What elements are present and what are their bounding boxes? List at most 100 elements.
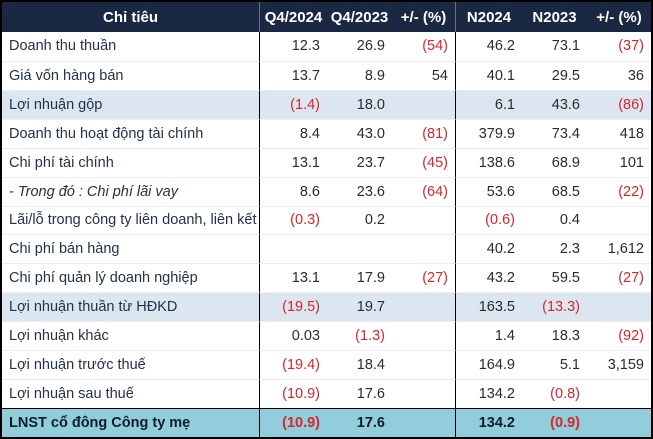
cell-value: 379.9 [456,118,522,148]
row-label: Giá vốn hàng bán [2,60,260,90]
cell-value: 43.6 [522,89,587,119]
cell-value: 134.2 [456,407,522,437]
cell-value: 13.1 [260,147,327,177]
cell-value [392,350,456,380]
cell-value: (27) [587,263,651,292]
row-label: Lợi nhuận gộp [2,89,260,119]
header-cell-2: Q4/2023 [330,8,389,26]
cell-value: 134.2 [456,379,522,408]
cell-value: 13.1 [260,263,327,292]
cell-value: (0.3) [260,205,327,235]
header-cell-0: Chỉ tiêu [2,2,260,32]
cell-value: 17.6 [327,379,392,408]
row-label: Chi phí bán hàng [2,234,260,264]
row-label: Lợi nhuận sau thuế [2,379,260,408]
cell-value: 40.1 [456,60,522,90]
table-row: Lợi nhuận trước thuế (19.4) 18.4 164.9 5.1 3,… [2,350,651,380]
cell-value [392,379,456,408]
cell-value: 68.9 [522,147,587,177]
cell-value [587,379,651,408]
cell-value: 23.7 [327,147,392,177]
cell-value: 6.1 [456,89,522,119]
cell-value [392,234,456,264]
cell-value [587,407,651,437]
header-cell-3: +/- (%) [392,2,456,32]
cell-value: 101 [587,147,651,177]
table-row: Lãi/lỗ trong công ty liên doanh, liên kế… [2,205,651,235]
cell-value: 54 [392,60,456,90]
row-label: Lãi/lỗ trong công ty liên doanh, liên kế… [2,205,260,235]
cell-value: (19.4) [260,350,327,379]
cell-value: 73.4 [522,118,587,148]
row-label: Chi phí tài chính [2,147,260,177]
cell-value: 1.4 [456,321,522,350]
cell-value: 43.2 [456,263,522,292]
cell-value: (45) [392,147,456,177]
table-row: Chi phí bán hàng 40.2 2.3 1,612 [2,234,651,264]
cell-value: 17.6 [327,407,392,437]
cell-value: (27) [392,263,456,293]
cell-value: 0.2 [327,205,392,235]
cell-value: 18.3 [522,321,587,350]
cell-value: 59.5 [522,263,587,292]
cell-value [392,205,456,235]
row-label: Lợi nhuận trước thuế [2,350,260,380]
table-row: Doanh thu hoạt động tài chính 8.4 43.0 (81)… [2,118,651,148]
cell-value: 18.0 [327,89,392,119]
cell-value: 19.7 [327,292,392,322]
table-row: Chi phí tài chính 13.1 23.7 (45) 138.6 68.9 10… [2,147,651,177]
cell-value: 0.4 [522,205,587,235]
cell-value: 12.3 [291,38,320,55]
cell-value: 163.5 [456,292,522,322]
cell-value: 36 [587,60,651,90]
cell-value: 8.4 [260,118,327,148]
cell-value [587,205,651,235]
cell-value: 29.5 [522,60,587,90]
cell-value: 53.6 [456,176,522,206]
cell-value: 40.2 [456,234,522,263]
cell-value: 8.6 [260,176,327,206]
cell-value: (86) [587,89,651,119]
cell-value: 68.5 [522,176,587,206]
cell-value: 8.9 [327,60,392,90]
header-cell-1: Q4/2024 [264,8,323,26]
cell-value [392,407,456,437]
cell-value: 46.2 [486,38,515,55]
cell-value [260,234,327,263]
table-row: - Trong đó : Chi phí lãi vay 8.6 23.6 (64) 5… [2,176,651,206]
cell-value: 18.4 [327,350,392,379]
cell-value: 3,159 [587,350,651,379]
table-row: Lợi nhuận gộp (1.4) 18.0 6.1 43.6 (86) [2,89,651,119]
row-label: - Trong đó : Chi phí lãi vay [2,176,260,206]
row-label: Lợi nhuận khác [2,321,260,351]
table-row: Lợi nhuận sau thuế (10.9) 17.6 134.2 (0.8) [2,379,651,408]
cell-value: 73.1 [551,38,580,55]
header-cell-6: +/- (%) [596,8,642,26]
cell-value: (19.5) [260,292,327,322]
table-row: Chi phí quản lý doanh nghiệp 13.1 17.9 (27)… [2,263,651,293]
cell-value: (22) [587,176,651,206]
row-label: Doanh thu hoạt động tài chính [2,118,260,148]
row-label: Doanh thu thuần [2,32,260,61]
cell-value: (10.9) [260,379,327,408]
cell-value [327,234,392,263]
cell-value [392,321,456,351]
cell-value [392,292,456,322]
cell-value: 5.1 [522,350,587,379]
cell-value: (92) [587,321,651,350]
table-row: LNST cổ đông Công ty mẹ (10.9) 17.6 134.2 (0… [2,407,651,437]
header-cell-5: N2023 [532,8,577,26]
cell-value: 23.6 [327,176,392,206]
cell-value: 1,612 [587,234,651,263]
cell-value: (81) [392,118,456,148]
cell-value: 26.9 [356,38,385,55]
cell-value: 13.7 [260,60,327,90]
cell-value: 164.9 [456,350,522,379]
cell-value: (10.9) [260,407,327,437]
cell-value: 2.3 [522,234,587,263]
cell-value: (0.8) [522,379,587,408]
cell-value: 0.03 [260,321,327,350]
row-label: LNST cổ đông Công ty mẹ [2,407,260,437]
cell-value: (37) [618,38,644,55]
